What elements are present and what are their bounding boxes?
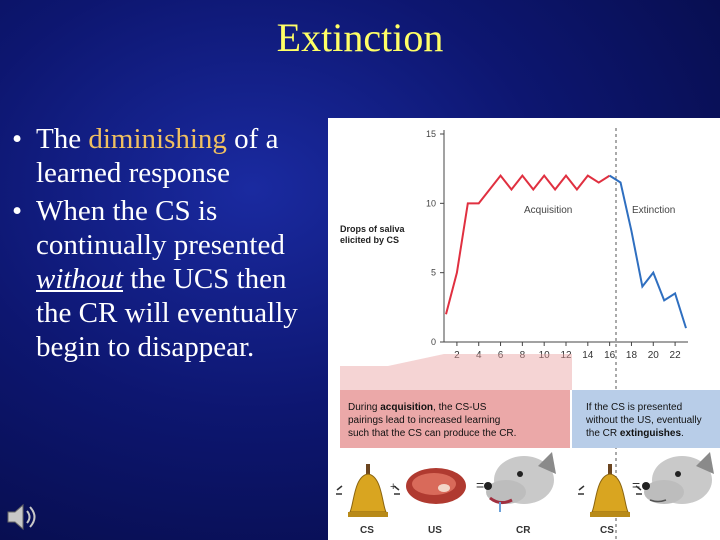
y-tick-label: 0 (431, 337, 436, 347)
y-tick-label: 5 (431, 268, 436, 278)
bell-icon (578, 464, 642, 517)
acq-caption-line1: During acquisition, the CS-US (348, 402, 487, 413)
bullet1-highlight: diminishing (88, 123, 227, 155)
series-line-extinction (609, 174, 687, 329)
x-ticks: 2 4 6 8 10 12 14 16 18 20 22 (454, 342, 681, 361)
cs-label-2: CS (600, 525, 614, 536)
extinction-figure: 0 5 10 15 2 4 6 8 10 12 14 16 18 20 22 Drops of saliv… (328, 118, 720, 540)
bullet-dot: • (12, 195, 23, 227)
equals-sign-1: = (476, 477, 484, 493)
x-tick-label: 22 (670, 350, 682, 361)
x-tick-label: 2 (454, 350, 460, 361)
extinction-caption-box (572, 390, 720, 448)
extinction-label: Extinction (632, 205, 675, 216)
bullet2-text-after: the UCS then the CR will eventually begi… (36, 263, 298, 363)
figure-svg: 0 5 10 15 2 4 6 8 10 12 14 16 18 20 22 Drops of saliv… (336, 128, 720, 540)
dog-salivating-icon (484, 452, 556, 512)
acquisition-caption-box (340, 390, 570, 448)
ext-caption-line1: If the CS is presented (586, 402, 682, 413)
bullet-list: • The diminishing of a learned response … (12, 122, 322, 368)
bullet2-text-before: When the CS is continually presented (36, 195, 285, 261)
steak-icon (406, 468, 466, 504)
us-label: US (428, 525, 442, 536)
equals-sign-2: = (632, 477, 640, 493)
y-ticks: 0 5 10 15 (426, 129, 444, 347)
bullet1-text-after: of a learned response (36, 123, 279, 189)
bell-icon (336, 464, 400, 517)
cr-label: CR (516, 525, 531, 536)
bullet-item-definition: • The diminishing of a learned response (12, 122, 322, 190)
x-tick-label: 10 (539, 350, 551, 361)
bullet-item-condition: • When the CS is continually presented w… (12, 194, 322, 364)
y-axis-label-line1: Drops of saliva (340, 224, 406, 234)
ext-caption-line2: without the US, eventually (585, 415, 702, 426)
y-tick-label: 10 (426, 198, 436, 208)
cs-label-1: CS (360, 525, 374, 536)
x-tick-label: 16 (604, 350, 616, 361)
x-tick-label: 18 (626, 350, 638, 361)
acq-caption-line3: such that the CS can produce the CR. (348, 428, 516, 439)
acquisition-label: Acquisition (524, 205, 572, 216)
x-tick-label: 8 (520, 350, 526, 361)
acquisition-callout-pointer (340, 354, 572, 390)
series-line-acquisition (445, 173, 611, 315)
ext-caption-line3: the CR extinguishes. (586, 428, 684, 439)
x-tick-label: 6 (498, 350, 504, 361)
speaker-icon-svg (7, 503, 36, 531)
bullet-dot: • (12, 123, 23, 155)
acq-caption-line2: pairings lead to increased learning (348, 415, 500, 426)
chart-series (445, 173, 687, 329)
bullet2-emphasis: without (36, 263, 124, 295)
x-tick-label: 4 (476, 350, 482, 361)
x-tick-label: 14 (582, 350, 594, 361)
x-tick-label: 12 (560, 350, 572, 361)
bullet1-text-before: The (36, 123, 89, 155)
dog-icon (642, 452, 714, 504)
y-axis-label-line2: elicited by CS (340, 235, 399, 245)
plus-sign: + (390, 481, 396, 493)
y-tick-label: 15 (426, 129, 436, 139)
x-tick-label: 20 (648, 350, 660, 361)
speaker-icon[interactable] (6, 502, 40, 537)
slide-title: Extinction (276, 15, 444, 60)
